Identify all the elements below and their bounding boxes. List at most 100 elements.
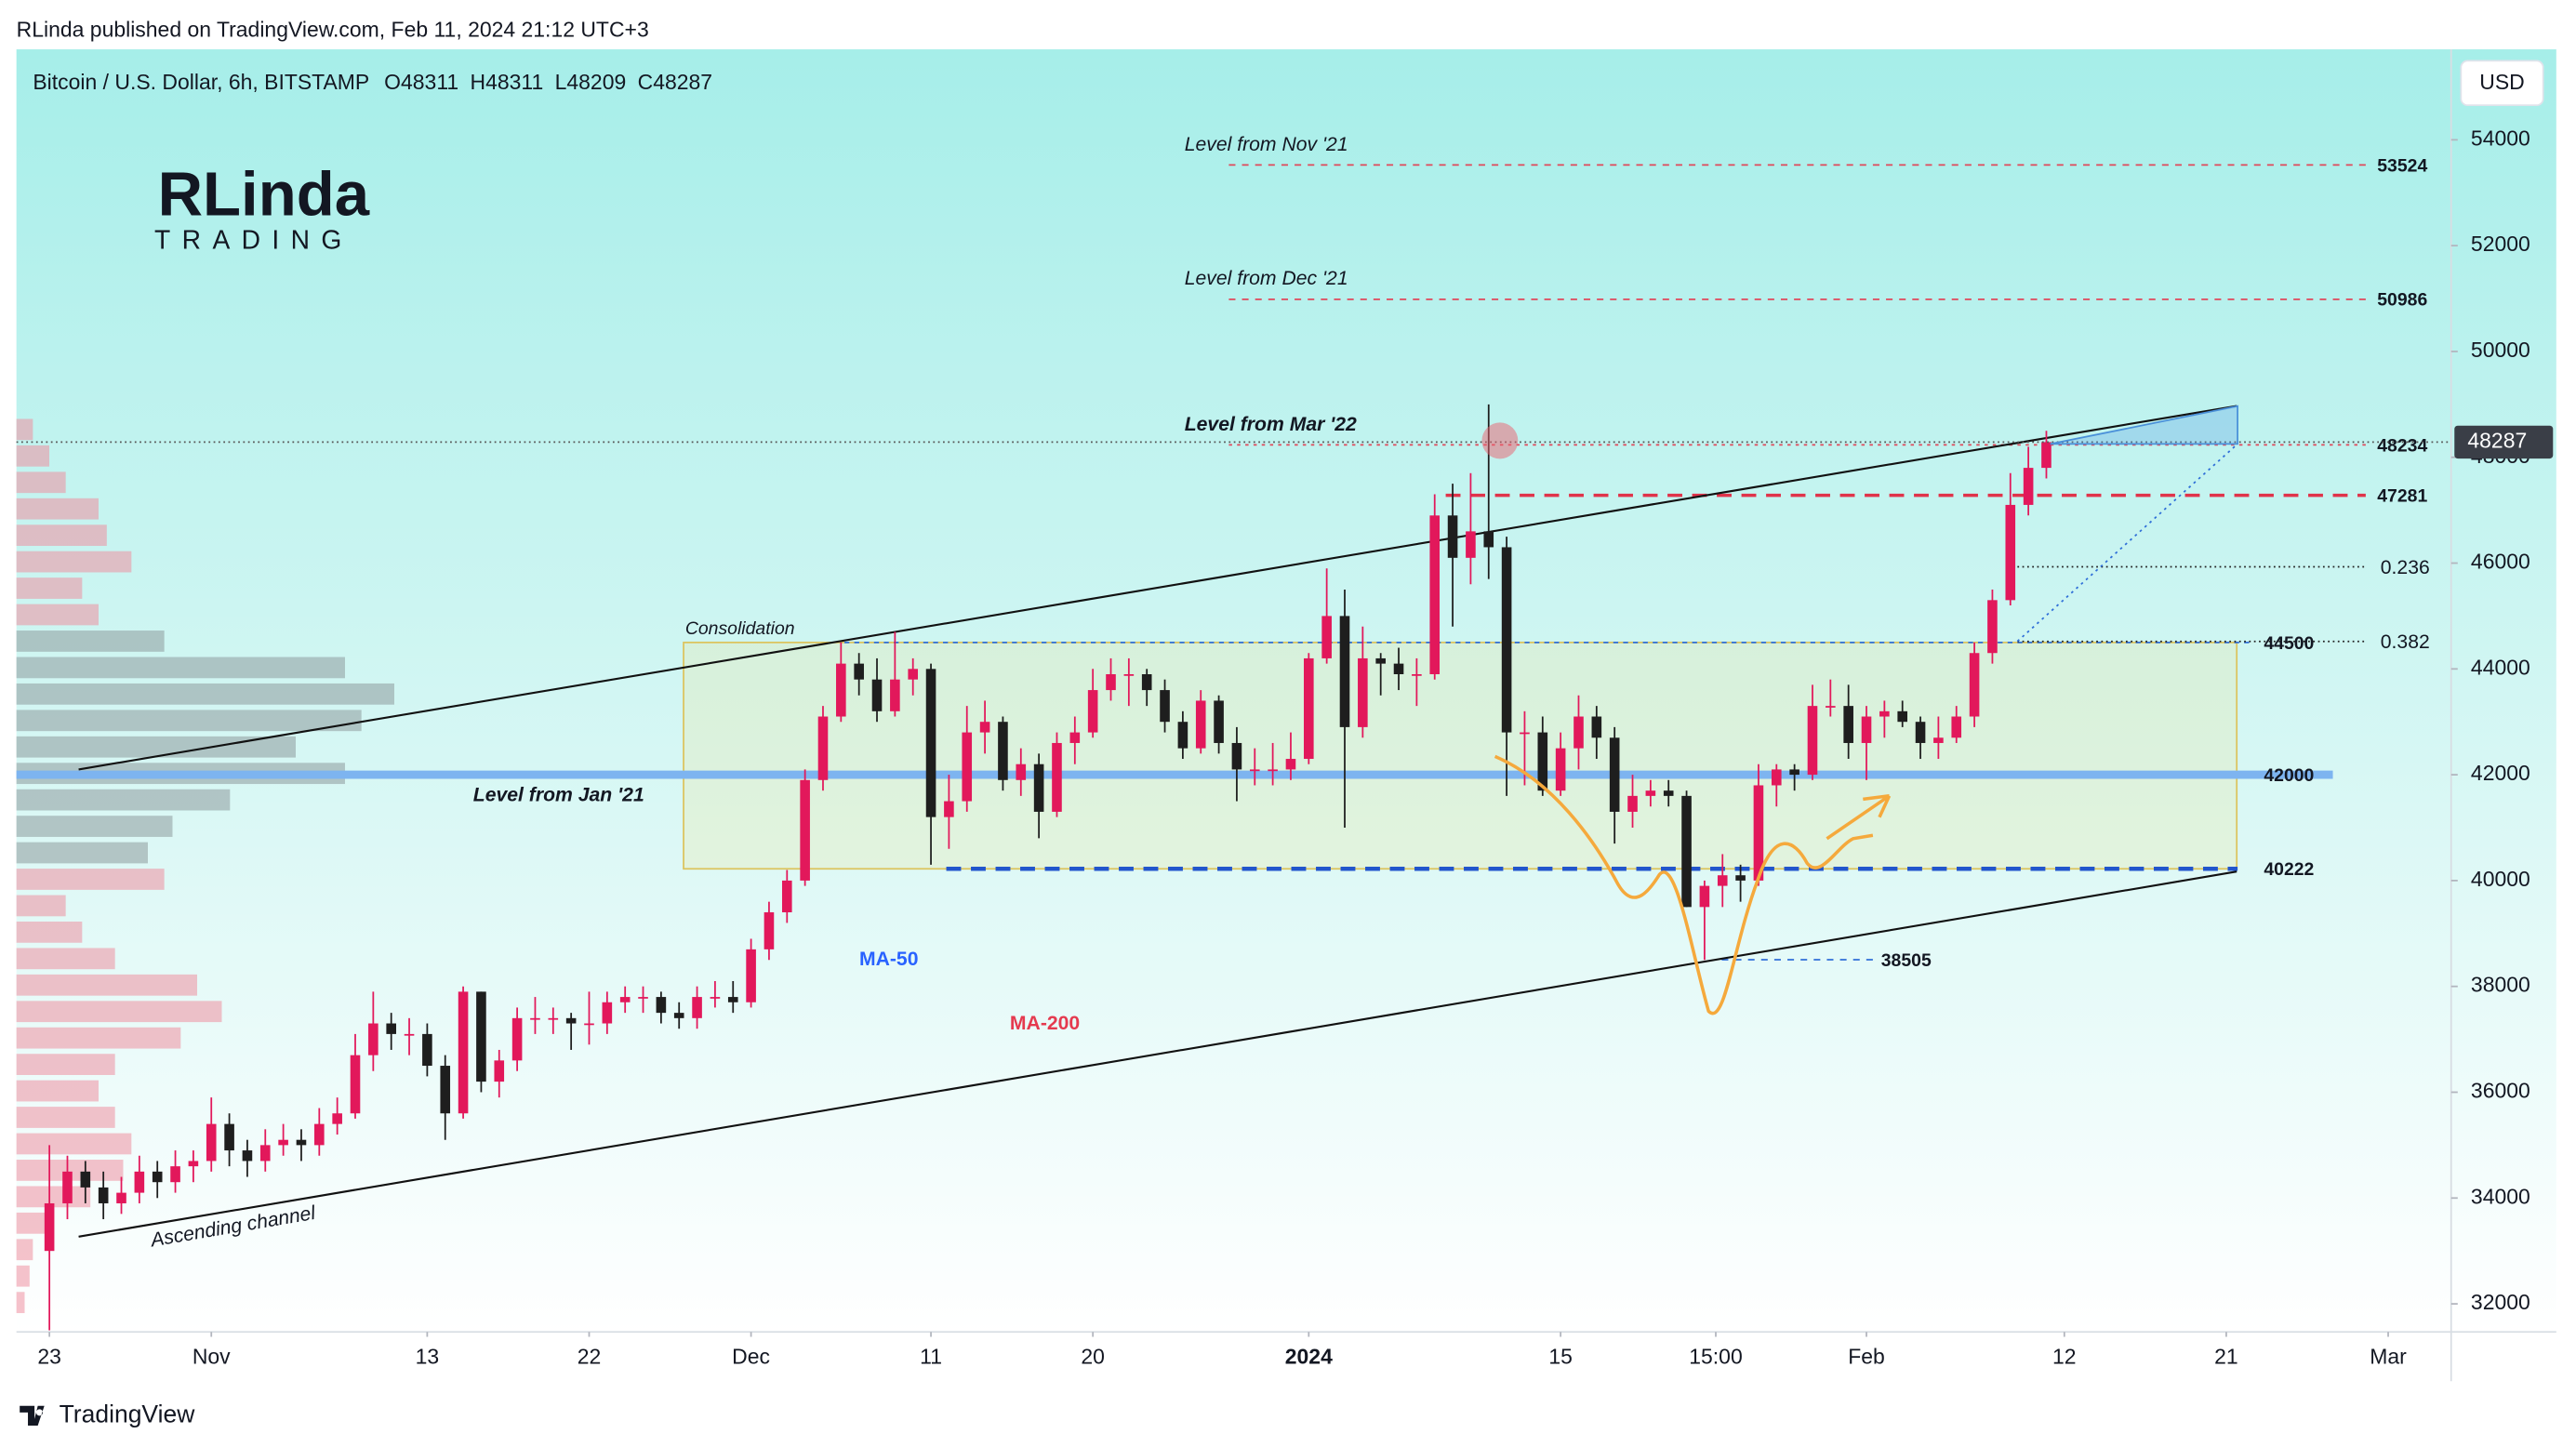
x-tick-label: Dec bbox=[732, 1345, 770, 1369]
channel-line bbox=[78, 405, 2237, 771]
x-tick-label: 21 bbox=[2214, 1345, 2238, 1369]
candle-body bbox=[1033, 763, 1044, 812]
y-tick-label: 44000 bbox=[2471, 655, 2530, 679]
candle-body bbox=[422, 1033, 432, 1067]
candle-body bbox=[1520, 732, 1530, 735]
y-tick-label: 40000 bbox=[2471, 867, 2530, 891]
zone-label: Consolidation bbox=[685, 618, 795, 639]
candle-body bbox=[1160, 690, 1170, 723]
candle-body bbox=[584, 1023, 594, 1026]
volume-bar bbox=[16, 921, 83, 943]
volume-bar bbox=[16, 816, 173, 837]
candle-body bbox=[800, 779, 810, 881]
candle-body bbox=[602, 1002, 613, 1024]
legend: Bitcoin / U.S. Dollar, 6h, BITSTAMP O4831… bbox=[33, 70, 712, 94]
candle-body bbox=[1412, 673, 1422, 676]
candle-body bbox=[2005, 504, 2016, 601]
volume-bar bbox=[16, 657, 345, 679]
candle-body bbox=[1897, 710, 1908, 723]
candle-body bbox=[1177, 722, 1188, 749]
volume-bar bbox=[16, 1001, 222, 1023]
candle-body bbox=[1106, 673, 1116, 691]
candle-body bbox=[1627, 795, 1638, 812]
candle-body bbox=[925, 669, 936, 817]
layers: Bitcoin / U.S. Dollar, 6h, BITSTAMP O4831… bbox=[16, 70, 2554, 1369]
volume-bar bbox=[16, 1212, 49, 1234]
drawings bbox=[1481, 405, 2238, 1016]
ma-label: MA-50 bbox=[859, 949, 919, 970]
pattern-sketch bbox=[1494, 754, 1874, 1016]
y-tick-label: 32000 bbox=[2471, 1290, 2530, 1314]
volume-bar bbox=[16, 736, 296, 758]
candle-body bbox=[296, 1139, 307, 1146]
x-tick-label: 15 bbox=[1548, 1345, 1573, 1369]
logo-tagline: TRADING bbox=[154, 224, 353, 254]
candle-body bbox=[1214, 700, 1224, 743]
x-tick-label: 12 bbox=[2052, 1345, 2077, 1369]
tv-logo bbox=[20, 1405, 45, 1427]
y-tick-label: 52000 bbox=[2471, 232, 2530, 256]
candle-body bbox=[62, 1171, 73, 1203]
y-tick-label: 34000 bbox=[2471, 1184, 2530, 1208]
x-tick-label: 23 bbox=[37, 1345, 61, 1369]
volume-bar bbox=[16, 710, 362, 732]
usd-button[interactable]: USD bbox=[2460, 60, 2544, 107]
volume-bar bbox=[16, 604, 99, 626]
candle-body bbox=[1087, 690, 1098, 733]
candle-body bbox=[1645, 790, 1656, 796]
candle-body bbox=[386, 1023, 396, 1034]
volume-bar bbox=[16, 895, 66, 917]
brand: TradingView bbox=[60, 1400, 196, 1427]
logo: RLinda TRADING bbox=[154, 160, 370, 255]
candle-body bbox=[1358, 657, 1368, 727]
candle-body bbox=[817, 716, 829, 780]
candle-body bbox=[638, 997, 648, 999]
x-tick-label: Nov bbox=[193, 1345, 231, 1369]
candle-body bbox=[1609, 737, 1620, 812]
footer: TradingView bbox=[20, 1400, 195, 1427]
last-price-box bbox=[2454, 425, 2554, 459]
ohlc-value: 48209 bbox=[566, 70, 626, 94]
candle-body bbox=[188, 1161, 199, 1167]
volume-bar bbox=[16, 551, 132, 573]
x-tick-label: 22 bbox=[578, 1345, 602, 1369]
candle-body bbox=[1573, 716, 1584, 749]
candle-body bbox=[1393, 663, 1404, 674]
candle-body bbox=[1268, 769, 1278, 772]
candle-body bbox=[871, 679, 883, 711]
candle-body bbox=[1285, 759, 1296, 770]
candle-body bbox=[944, 801, 954, 817]
volume-bar bbox=[16, 498, 99, 520]
candle-body bbox=[565, 1017, 577, 1024]
ohlc-label: L bbox=[555, 70, 567, 94]
candle-body bbox=[1987, 600, 1998, 654]
level-value: 50986 bbox=[2377, 290, 2427, 311]
candle-body bbox=[1681, 795, 1692, 908]
ohlc-value: 48287 bbox=[653, 70, 712, 94]
channel-line bbox=[78, 870, 2237, 1238]
candle-body bbox=[619, 997, 631, 1002]
candle-body bbox=[350, 1055, 361, 1114]
volume-bar bbox=[16, 842, 148, 864]
candle-body bbox=[692, 997, 702, 1018]
candle-body bbox=[80, 1171, 91, 1188]
highlight-circle bbox=[1481, 422, 1519, 459]
candle-body bbox=[710, 997, 721, 999]
ohlc-label: H bbox=[471, 70, 486, 94]
usd-box[interactable] bbox=[2460, 60, 2544, 107]
candle-body bbox=[836, 663, 846, 717]
candle-body bbox=[530, 1017, 540, 1020]
candle-body bbox=[2041, 442, 2052, 469]
candle-body bbox=[1339, 616, 1350, 727]
currency[interactable]: USD bbox=[2479, 70, 2524, 94]
x-tick-label: Feb bbox=[1848, 1345, 1885, 1369]
candle-body bbox=[224, 1123, 234, 1151]
fib-label: 0.382 bbox=[2381, 631, 2430, 653]
ohlc-value: 48311 bbox=[401, 70, 458, 94]
level-value: 40222 bbox=[2264, 859, 2314, 880]
ohlc-label: C bbox=[638, 70, 654, 94]
volume-bar bbox=[16, 789, 231, 811]
plot-bg bbox=[16, 49, 2556, 1333]
candle-body bbox=[1537, 732, 1548, 791]
